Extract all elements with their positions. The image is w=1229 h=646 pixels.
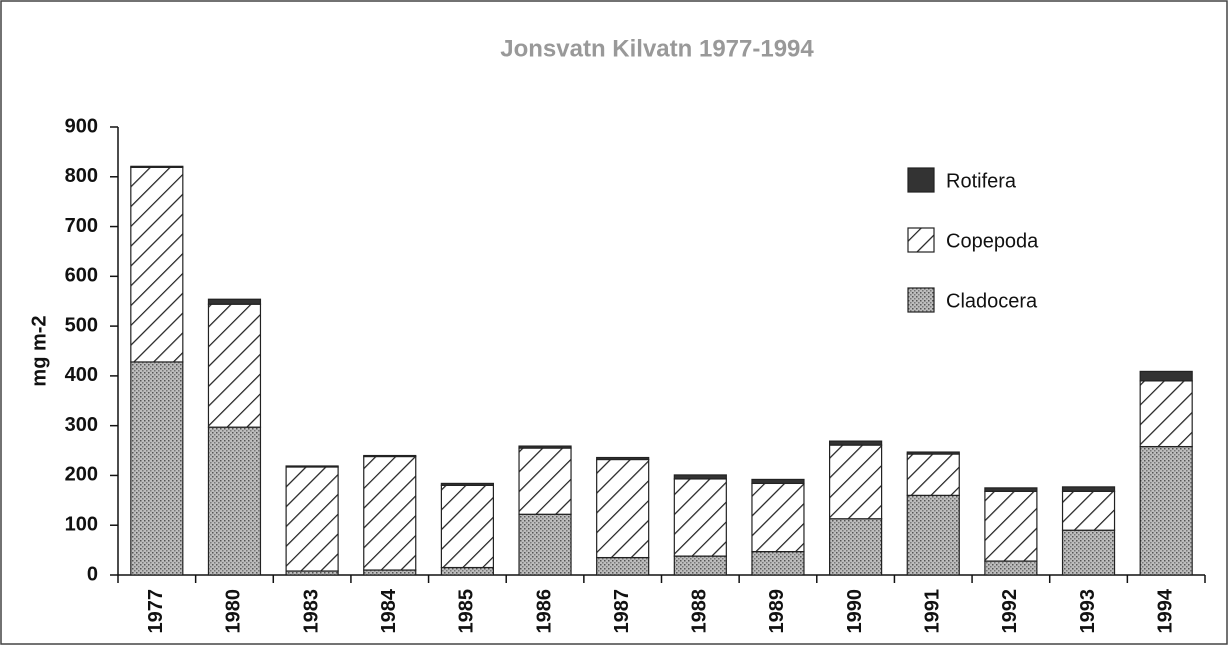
- bar-segment: [440, 566, 494, 576]
- x-tick-label: 1990: [844, 589, 866, 634]
- x-tick-label: 1977: [145, 589, 167, 634]
- bar-segment: [906, 494, 960, 576]
- legend-label: Copepoda: [946, 230, 1039, 252]
- y-tick-label: 200: [65, 464, 98, 486]
- bar-segment: [363, 454, 417, 458]
- x-tick-label: 1980: [223, 589, 245, 634]
- chart-title: Jonsvatn Kilvatn 1977-1994: [500, 35, 814, 62]
- x-tick-label: 1994: [1154, 588, 1176, 633]
- bar-segment: [207, 298, 262, 305]
- y-tick-label: 600: [65, 265, 98, 287]
- bar-segment: [751, 478, 805, 485]
- bar-segment: [285, 466, 339, 572]
- x-tick-label: 1985: [456, 589, 478, 634]
- bar-segment: [829, 440, 883, 446]
- x-tick-label: 1988: [689, 589, 711, 634]
- y-tick-label: 700: [65, 215, 98, 237]
- legend-label: Cladocera: [946, 290, 1038, 312]
- y-tick-label: 900: [65, 115, 98, 137]
- bar-segment: [130, 166, 184, 363]
- bar-segment: [673, 474, 727, 480]
- bar-segment: [596, 456, 650, 461]
- bar-segment: [984, 490, 1038, 562]
- x-tick-label: 1991: [922, 589, 944, 634]
- bar-segment: [596, 458, 650, 559]
- legend-swatch: [907, 287, 935, 313]
- bar-segment: [829, 444, 883, 520]
- bar-segment: [518, 513, 572, 576]
- bar-segment: [207, 426, 262, 576]
- bar-segment: [596, 556, 650, 576]
- bar-segment: [673, 555, 727, 576]
- x-tick-label: 1986: [533, 589, 555, 634]
- bar-segment: [751, 482, 805, 553]
- y-tick-label: 800: [65, 165, 98, 187]
- x-tick-label: 1984: [378, 588, 400, 633]
- y-axis-label: mg m-2: [28, 315, 50, 386]
- bar-segment: [984, 560, 1038, 576]
- bar-segment: [130, 361, 184, 576]
- bar-segment: [751, 551, 805, 576]
- bar-segment: [829, 518, 883, 576]
- y-tick-label: 400: [65, 364, 98, 386]
- bar-segment: [363, 569, 417, 576]
- x-tick-label: 1992: [999, 589, 1021, 634]
- bar-segment: [1139, 445, 1193, 576]
- legend-swatch: [907, 227, 935, 253]
- bar-segment: [1061, 490, 1116, 531]
- x-tick-label: 1983: [300, 589, 322, 634]
- bar-segment: [440, 482, 494, 486]
- bar-segment: [130, 165, 184, 168]
- x-tick-label: 1987: [611, 589, 633, 634]
- y-tick-label: 0: [87, 563, 98, 585]
- bar-segment: [673, 478, 727, 557]
- legend-label: Rotifera: [946, 170, 1017, 192]
- bar-segment: [285, 465, 339, 468]
- x-tick-label: 1993: [1077, 589, 1099, 634]
- y-tick-label: 300: [65, 414, 98, 436]
- y-tick-label: 500: [65, 314, 98, 336]
- bar-segment: [1139, 380, 1193, 448]
- bar-segment: [363, 455, 417, 571]
- bar-segment: [1061, 529, 1116, 576]
- bar-segment: [906, 451, 960, 455]
- bar-segment: [518, 445, 572, 449]
- bar-segment: [207, 303, 262, 428]
- bar-segment: [1061, 486, 1116, 492]
- x-tick-label: 1989: [766, 589, 788, 634]
- legend-swatch: [907, 167, 935, 193]
- bar-segment: [984, 487, 1038, 492]
- bar-segment: [518, 447, 572, 515]
- y-tick-label: 100: [65, 514, 98, 536]
- bar-segment: [906, 453, 960, 496]
- bar-segment: [1139, 370, 1193, 382]
- bar-segment: [440, 484, 494, 569]
